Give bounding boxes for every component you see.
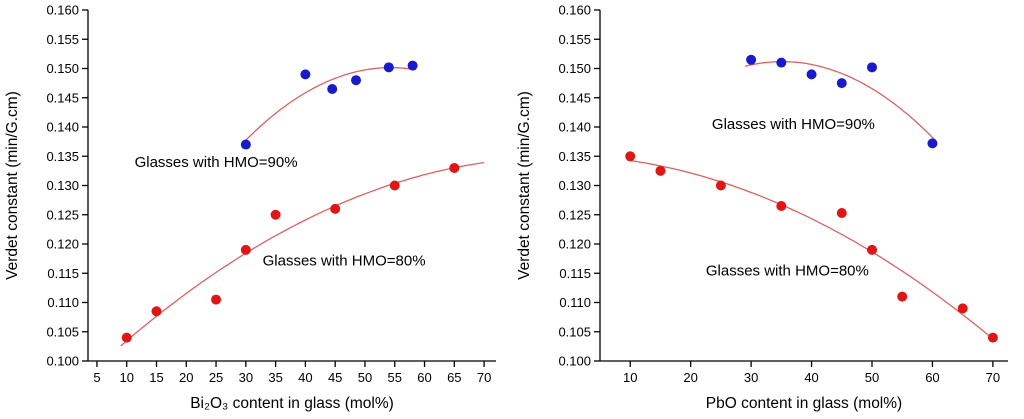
data-point: [867, 244, 877, 255]
data-point: [351, 75, 362, 86]
y-tick-label: 0.105: [46, 324, 79, 339]
x-tick-label: 10: [119, 370, 133, 385]
x-tick-label: 70: [986, 370, 1000, 385]
x-tick-label: 30: [239, 370, 253, 385]
data-point: [300, 69, 311, 80]
y-tick-label: 0.150: [46, 61, 79, 76]
y-tick-label: 0.150: [558, 61, 591, 76]
x-tick-label: 30: [744, 370, 758, 385]
data-point: [270, 209, 281, 220]
chart-pbo-verdet: 0.100 0.105 0.110 0.115 0.120 0.125 0.130 0.135…: [512, 0, 1024, 419]
y-tick-label: 0.105: [558, 324, 591, 339]
data-point: [776, 57, 787, 68]
data-point: [240, 139, 251, 150]
series-annotation: Glasses with HMO=90%: [712, 116, 875, 133]
data-point: [121, 332, 132, 343]
data-point: [776, 200, 787, 211]
x-tick-label: 10: [623, 370, 637, 385]
series-annotation: Glasses with HMO=80%: [263, 252, 426, 269]
data-point: [330, 203, 341, 214]
data-point: [449, 162, 460, 173]
x-tick-label: 25: [209, 370, 223, 385]
data-point: [897, 291, 908, 302]
data-point: [867, 62, 877, 73]
y-tick-label: 0.160: [558, 3, 591, 18]
x-tick-label: 60: [925, 370, 939, 385]
x-tick-label: 20: [179, 370, 193, 385]
y-tick-label: 0.100: [558, 354, 591, 369]
y-tick-label: 0.100: [46, 354, 79, 369]
data-point: [389, 180, 400, 191]
chart-canvas: 0.100 0.105 0.110 0.115 0.120 0.125 0.130 0.135…: [4, 3, 496, 412]
y-tick-label: 0.160: [46, 3, 79, 18]
data-point: [746, 54, 757, 65]
y-tick-label: 0.120: [46, 237, 79, 252]
x-tick-label: 65: [447, 370, 461, 385]
x-tick-label: 60: [417, 370, 431, 385]
x-tick-label: 20: [683, 370, 697, 385]
y-axis-title: Verdet constant (min/G.cm): [516, 91, 533, 280]
series-annotation: Glasses with HMO=90%: [135, 154, 298, 171]
data-point: [625, 151, 636, 162]
y-tick-label: 0.145: [558, 90, 591, 105]
data-point: [836, 78, 847, 89]
x-axis-title: PbO content in glass (mol%): [706, 395, 902, 412]
data-point: [383, 62, 394, 73]
y-tick-label: 0.110: [47, 295, 79, 310]
y-tick-label: 0.155: [46, 32, 79, 47]
data-point: [655, 165, 666, 176]
series-annotation: Glasses with HMO=80%: [706, 262, 869, 279]
data-point: [836, 207, 847, 218]
y-tick-label: 0.125: [46, 207, 79, 222]
data-point: [211, 294, 222, 305]
data-point: [957, 303, 968, 314]
data-point: [927, 138, 938, 149]
y-tick-label: 0.125: [558, 207, 591, 222]
data-point: [987, 332, 998, 343]
x-tick-label: 35: [268, 370, 282, 385]
data-point: [151, 306, 162, 317]
x-tick-label: 40: [804, 370, 818, 385]
fit-curve: [120, 161, 485, 347]
x-tick-label: 45: [328, 370, 342, 385]
chart-canvas: 0.100 0.105 0.110 0.115 0.120 0.125 0.130 0.135…: [516, 3, 1008, 412]
y-axis-title: Verdet constant (min/G.cm): [4, 91, 21, 280]
x-tick-label: 70: [477, 370, 491, 385]
x-tick-label: 50: [358, 370, 372, 385]
y-tick-label: 0.130: [558, 178, 591, 193]
y-tick-label: 0.110: [559, 295, 591, 310]
x-axis-title: Bi₂O₃ content in glass (mol%): [190, 395, 394, 412]
x-tick-label: 15: [149, 370, 163, 385]
data-point: [240, 244, 251, 255]
y-tick-label: 0.135: [558, 149, 591, 164]
fit-curve: [242, 66, 416, 144]
y-tick-label: 0.115: [559, 266, 591, 281]
y-tick-label: 0.130: [46, 178, 79, 193]
x-tick-label: 5: [93, 370, 100, 385]
y-tick-label: 0.155: [558, 32, 591, 47]
data-point: [715, 180, 726, 191]
data-point: [806, 69, 817, 80]
x-tick-label: 40: [298, 370, 312, 385]
data-point: [407, 60, 418, 71]
y-tick-label: 0.140: [46, 120, 79, 135]
y-tick-label: 0.120: [558, 237, 591, 252]
chart-bi2o3-verdet: 0.100 0.105 0.110 0.115 0.120 0.125 0.130 0.135…: [4, 3, 496, 412]
y-tick-label: 0.145: [46, 90, 79, 105]
y-tick-label: 0.115: [47, 266, 79, 281]
y-tick-label: 0.140: [558, 120, 591, 135]
x-tick-label: 50: [865, 370, 879, 385]
fit-curve: [627, 159, 997, 342]
y-tick-label: 0.135: [46, 149, 79, 164]
x-tick-label: 55: [388, 370, 402, 385]
data-point: [327, 83, 338, 94]
